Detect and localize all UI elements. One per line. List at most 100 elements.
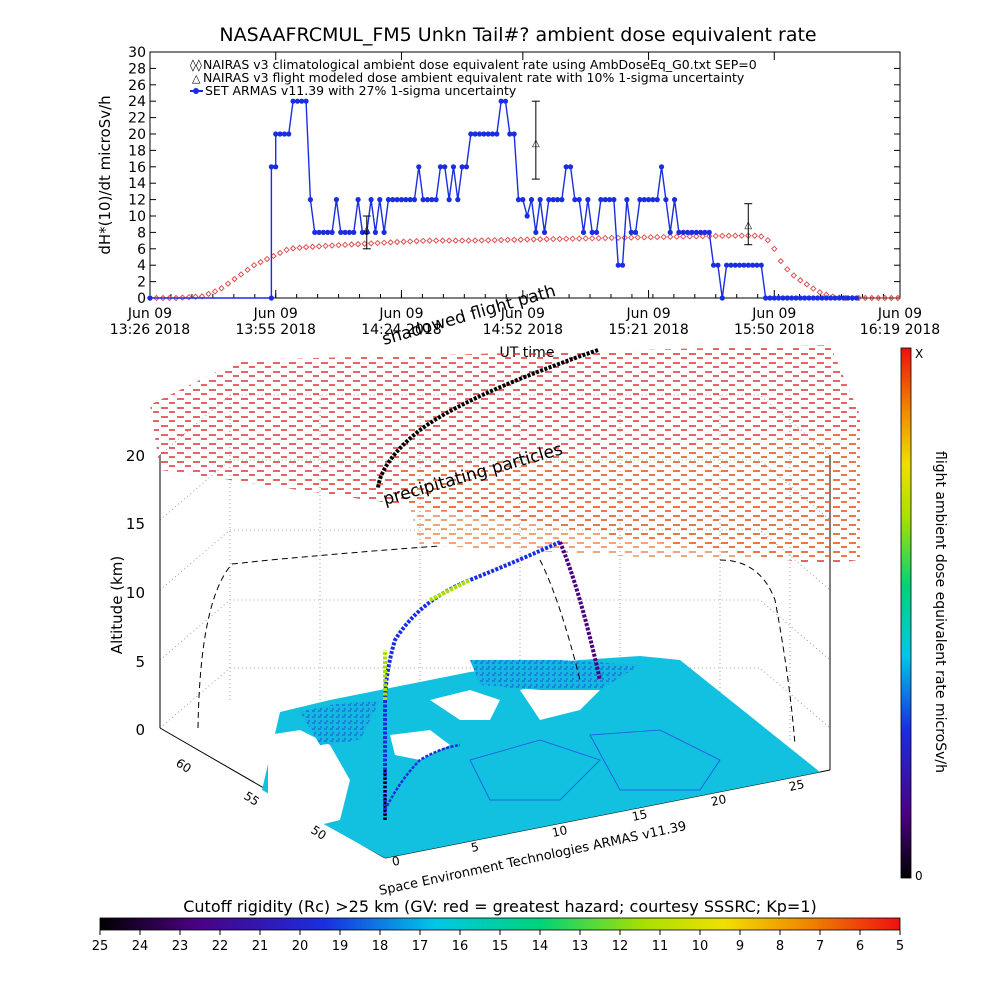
nairas-point [536,236,544,243]
nairas-point [335,241,342,249]
rigidity-tick-label: 14 [532,939,549,954]
armas-point [758,262,764,268]
nairas-point [673,233,680,240]
armas-point [403,197,409,203]
rigidity-tick-label: 7 [816,939,824,954]
armas-point [745,262,751,268]
nairas-point [719,232,726,240]
map-coast-uk [300,700,380,745]
armas-point [316,229,322,235]
armas-point [806,295,812,301]
armas-point [485,131,491,137]
z-tick-15: 15 [126,515,145,533]
error-bar-marker: △ [532,138,540,149]
armas-point [320,229,327,235]
map-water-north-sea [430,690,500,720]
armas-point [793,295,799,301]
armas-point [446,197,452,203]
rigidity-tick-label: 12 [612,939,629,954]
armas-point [810,295,816,301]
armas-point [507,131,513,137]
rigidity-tick-label: 11 [652,939,669,954]
nairas-point [693,233,700,240]
armas-point [802,295,808,301]
armas-point [845,295,851,301]
armas-point [841,295,847,301]
armas-point [520,197,526,203]
rigidity-tick-label: 5 [896,939,904,954]
armas-point [450,164,457,170]
modeled-error-bars: △ △ △ [362,100,752,250]
nairas-point [465,237,472,244]
armas-point [663,197,669,203]
armas-point [472,131,478,137]
lat-tick-55: 55 [241,789,261,809]
nairas-point [458,237,466,244]
rigidity-tick-label: 24 [132,939,149,954]
rigidity-colorbar: Cutoff rigidity (Rc) >25 km (GV: red = g… [92,897,904,954]
legend-marker-nairas-flight: △ [192,72,201,85]
z-tick-5: 5 [135,653,145,671]
armas-point [268,164,274,170]
armas-point [628,229,634,235]
armas-point [511,131,517,137]
dose-colorbar-bottom: 0 [915,869,923,883]
nairas-point [686,233,693,240]
armas-point [702,229,708,235]
nairas-point [302,243,310,251]
armas-point [580,229,587,235]
map-borders [589,729,721,791]
armas-point [572,197,578,203]
nairas-point [595,234,602,242]
nairas-point [530,236,537,243]
armas-point [437,164,444,170]
armas-point [736,262,743,268]
nairas-point [354,240,362,248]
nairas-point [771,245,778,253]
armas-point [533,229,539,235]
armas-point [606,197,613,203]
nairas-point [445,237,453,244]
rigidity-tick-label: 9 [736,939,744,954]
x-tick-label-time: 13:55 2018 [236,322,316,338]
rigidity-colorbar-ticks: 25 24 23 22 21 20 19 18 17 16 15 14 13 12 11 10 9 8 7 6 5 [92,930,904,954]
lon-tick-15: 15 [631,807,649,824]
armas-point [554,197,561,203]
z-tick-0: 0 [135,721,145,739]
armas-point [277,131,283,137]
armas-point [468,131,474,137]
armas-point [385,197,392,203]
armas-point [576,197,582,203]
europe-map-floor [262,656,820,858]
nairas-point [712,232,719,240]
y-tick-label: 18 [128,143,146,159]
nairas-point [192,293,199,300]
rigidity-tick-label: 19 [332,939,349,954]
armas-point [632,229,639,235]
armas-point [585,197,591,203]
nairas-point [387,239,394,246]
nairas-point [764,236,771,244]
armas-point [455,197,461,203]
nairas-point [582,235,589,242]
nairas-point [237,271,245,278]
armas-point [550,197,556,203]
armas-point [780,295,786,301]
armas-point [351,229,357,235]
x-tick-label-date: Jun 09 [877,306,922,322]
armas-point [281,131,287,137]
nairas-point [647,233,654,241]
y-tick-label: 2 [137,275,146,291]
armas-point [854,295,860,301]
nairas-point [205,290,212,298]
nairas-point [894,294,902,302]
nairas-point [172,294,180,302]
nairas-point [185,293,193,301]
nairas-point [153,294,160,302]
nairas-point [328,242,336,249]
armas-point [593,229,600,235]
armas-point [641,197,647,203]
armas-point [273,131,279,137]
nairas-point [758,233,765,240]
map-borders-central [469,739,601,801]
